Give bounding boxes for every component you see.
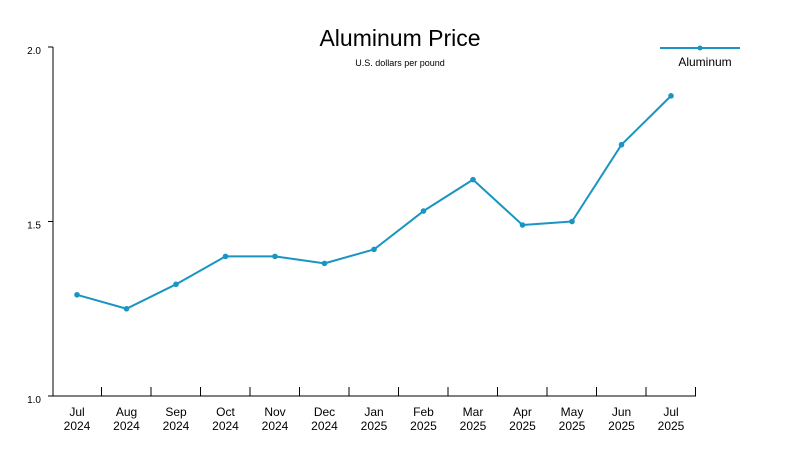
data-point: [74, 291, 80, 298]
data-point: [222, 253, 229, 260]
data-point: [668, 93, 674, 99]
x-ticks: Jul2024Aug2024Sep2024Oct2024Nov2024Dec20…: [64, 387, 696, 433]
x-tick-label-month: Nov: [264, 405, 285, 419]
x-tick-label-year: 2025: [608, 419, 635, 433]
x-tick-label-month: Dec: [314, 405, 335, 419]
data-point: [420, 208, 427, 214]
x-tick-label-month: Jun: [612, 405, 631, 419]
x-tick-label-year: 2024: [64, 419, 91, 433]
y-tick-label: 1.0: [27, 395, 41, 406]
legend: Aluminum: [660, 45, 740, 69]
data-point: [618, 141, 625, 148]
x-tick-label-year: 2024: [163, 419, 190, 433]
legend-marker: [697, 45, 703, 51]
data-point: [173, 281, 179, 288]
series-layer: [74, 93, 674, 312]
legend-label: Aluminum: [678, 55, 731, 69]
x-tick-label-month: Jan: [364, 405, 383, 419]
x-tick-label-year: 2025: [410, 419, 437, 433]
data-point: [371, 246, 377, 253]
data-point: [470, 176, 476, 183]
x-tick-label-year: 2025: [559, 419, 586, 433]
x-tick-label-month: Aug: [116, 405, 137, 419]
x-tick-label-year: 2025: [658, 419, 685, 433]
data-point: [519, 222, 526, 228]
chart-title: Aluminum Price: [319, 25, 480, 51]
x-tick-label-year: 2025: [509, 419, 536, 433]
x-tick-label-month: May: [561, 405, 584, 419]
x-tick-label-year: 2024: [212, 419, 239, 433]
y-ticks: 1.0 1.5 2.0: [27, 46, 53, 406]
x-tick-label-year: 2024: [113, 419, 140, 433]
data-point: [272, 253, 278, 260]
x-tick-label-month: Mar: [463, 405, 484, 419]
x-tick-label-month: Sep: [165, 405, 187, 419]
data-point: [123, 305, 130, 312]
x-tick-label-month: Jul: [69, 405, 84, 419]
x-tick-label-year: 2024: [262, 419, 289, 433]
data-point: [321, 260, 328, 267]
x-tick-label-year: 2024: [311, 419, 338, 433]
x-tick-label-month: Apr: [513, 405, 532, 419]
x-tick-label-month: Oct: [216, 405, 235, 419]
series-line-aluminum: [76, 95, 672, 310]
x-tick-label-month: Jul: [663, 405, 678, 419]
x-tick-label-year: 2025: [460, 419, 487, 433]
x-tick-label-month: Feb: [413, 405, 434, 419]
x-tick-label-year: 2025: [361, 419, 388, 433]
y-tick-label: 2.0: [27, 46, 41, 57]
y-tick-label: 1.5: [27, 221, 41, 232]
chart-subtitle: U.S. dollars per pound: [355, 58, 445, 68]
data-point: [569, 218, 575, 225]
